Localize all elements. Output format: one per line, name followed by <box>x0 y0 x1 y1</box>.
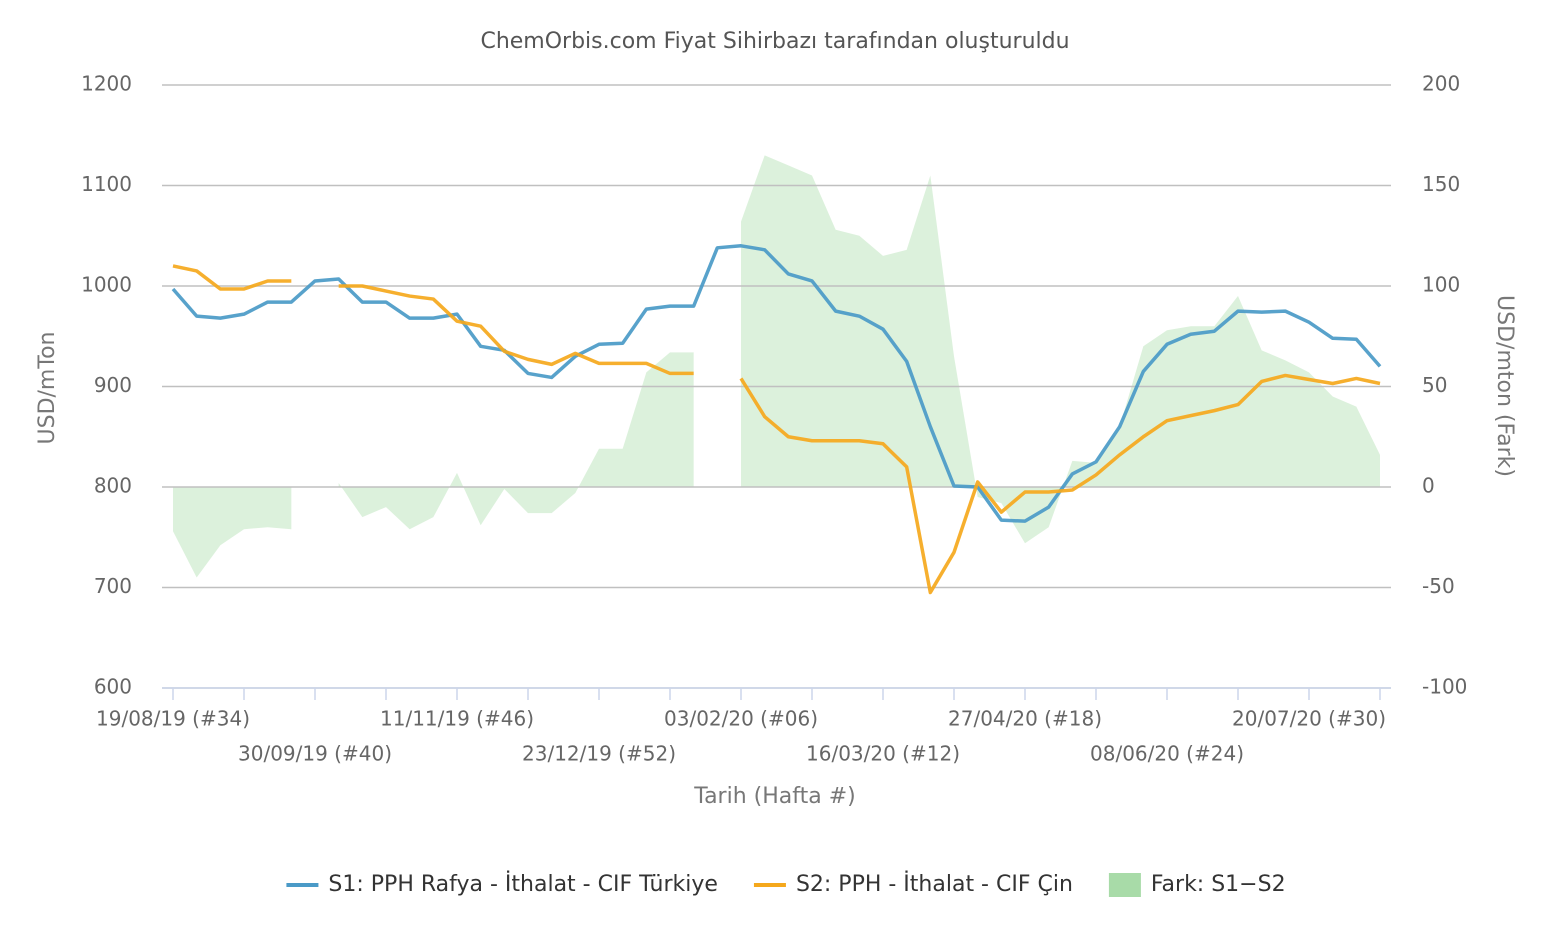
series-line <box>172 264 1381 595</box>
x-tick-label: 03/02/20 (#06) <box>664 707 818 731</box>
y-axis-title: USD/mTon <box>35 332 60 445</box>
legend: S1: PPH Rafya - İthalat - CIF Türkiye S2:… <box>286 871 1286 897</box>
y-tick-label: 700 <box>94 574 132 598</box>
y-tick-label: 1200 <box>81 72 132 96</box>
x-tick-label: 27/04/20 (#18) <box>948 707 1102 731</box>
x-tick-label: 19/08/19 (#34) <box>96 707 250 731</box>
x-tick-label: 16/03/20 (#12) <box>806 742 960 766</box>
y2-axis-title: USD/mton (Fark) <box>1492 295 1517 477</box>
x-tick-label: 23/12/19 (#52) <box>522 742 676 766</box>
legend-swatch <box>1108 873 1141 897</box>
y-tick-label: 800 <box>94 474 132 498</box>
y2-tick-label: 200 <box>1422 72 1460 96</box>
y2-tick-label: 100 <box>1422 273 1460 297</box>
chart-title: ChemOrbis.com Fiyat Sihirbazı tarafından… <box>480 29 1069 54</box>
y2-tick-label: -50 <box>1422 574 1455 598</box>
x-tick-label: 08/06/20 (#24) <box>1090 742 1244 766</box>
y2-tick-label: 150 <box>1422 172 1460 196</box>
y-tick-label: 900 <box>94 373 132 397</box>
series-area <box>173 155 1380 578</box>
y-tick-label: 1000 <box>81 273 132 297</box>
y2-tick-label: -100 <box>1422 675 1467 699</box>
legend-label: S2: PPH - İthalat - CIF Çin <box>796 871 1073 897</box>
x-axis-title: Tarih (Hafta #) <box>693 784 855 809</box>
legend-label: S1: PPH Rafya - İthalat - CIF Türkiye <box>328 871 718 897</box>
y-tick-label: 1100 <box>81 172 132 196</box>
area-layer <box>173 155 1380 578</box>
x-tick-label: 30/09/19 (#40) <box>238 742 392 766</box>
line-layer <box>171 244 1382 595</box>
y2-tick-label: 50 <box>1422 373 1447 397</box>
y2-tick-label: 0 <box>1422 474 1435 498</box>
y-tick-label: 600 <box>94 675 132 699</box>
series-line <box>171 244 1382 523</box>
legend-label: Fark: S1−S2 <box>1151 872 1286 897</box>
x-tick-label: 20/07/20 (#30) <box>1232 707 1386 731</box>
x-tick-label: 11/11/19 (#46) <box>380 707 534 731</box>
